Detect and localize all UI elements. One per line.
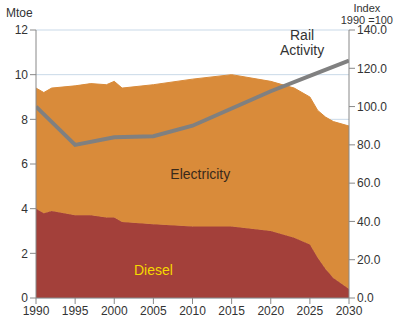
svg-text:1990: 1990 [23, 304, 50, 318]
svg-text:10: 10 [15, 68, 29, 82]
svg-text:80.0: 80.0 [357, 138, 381, 152]
svg-text:40.0: 40.0 [357, 215, 381, 229]
svg-text:2005: 2005 [140, 304, 167, 318]
svg-text:2000: 2000 [101, 304, 128, 318]
svg-text:1995: 1995 [62, 304, 89, 318]
svg-text:140.0: 140.0 [357, 23, 387, 37]
svg-text:20.0: 20.0 [357, 253, 381, 267]
svg-text:100.0: 100.0 [357, 100, 387, 114]
svg-text:Diesel: Diesel [134, 262, 173, 278]
svg-text:4: 4 [21, 202, 28, 216]
svg-text:12: 12 [15, 23, 29, 37]
svg-text:RailActivity: RailActivity [280, 27, 324, 58]
svg-text:2: 2 [21, 247, 28, 261]
html-text:Index: Index [353, 2, 381, 14]
svg-text:2025: 2025 [297, 304, 324, 318]
svg-text:0.0: 0.0 [357, 291, 374, 305]
svg-text:2030: 2030 [336, 304, 363, 318]
html-text:1990 =100: 1990 =100 [340, 14, 393, 26]
svg-text:2010: 2010 [179, 304, 206, 318]
html-text:Mtoe: Mtoe [6, 6, 33, 20]
svg-text:120.0: 120.0 [357, 62, 387, 76]
svg-text:60.0: 60.0 [357, 176, 381, 190]
svg-text:2015: 2015 [218, 304, 245, 318]
svg-text:2020: 2020 [257, 304, 284, 318]
svg-text:8: 8 [21, 113, 28, 127]
svg-text:Electricity: Electricity [170, 166, 230, 182]
svg-text:0: 0 [21, 291, 28, 305]
svg-text:6: 6 [21, 157, 28, 171]
